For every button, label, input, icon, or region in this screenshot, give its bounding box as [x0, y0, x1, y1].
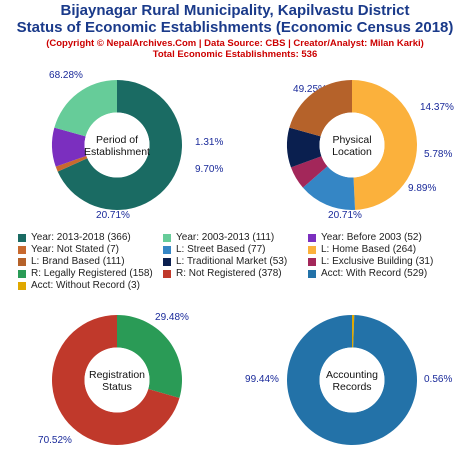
legend-swatch — [308, 246, 316, 254]
center-label-2-1: Status — [102, 381, 132, 393]
legend-label: Year: 2013-2018 (366) — [31, 232, 131, 243]
legend-row: R: Legally Registered (158) R: Not Regist… — [18, 268, 468, 280]
center-label-1-0: Physical — [332, 134, 371, 146]
legend-label: R: Legally Registered (158) — [31, 268, 153, 279]
slice-label-1-0: 49.25% — [293, 84, 327, 95]
legend-label: L: Brand Based (111) — [31, 256, 125, 267]
slice-1-1 — [302, 166, 356, 210]
legend-swatch — [18, 234, 26, 242]
legend-item: Year: Not Stated (7) — [18, 244, 163, 256]
donut-hole-3 — [319, 347, 385, 413]
slice-2-1 — [52, 315, 180, 445]
donut-hole-1 — [319, 112, 385, 178]
slice-label-0-3: 20.71% — [96, 210, 130, 221]
legend-item: Year: 2013-2018 (366) — [18, 232, 163, 244]
slice-0-3 — [54, 80, 117, 137]
slice-0-1 — [55, 155, 88, 172]
legend-row: Year: Not Stated (7) L: Street Based (77)… — [18, 244, 468, 256]
legend-row: Acct: Without Record (3) — [18, 280, 468, 292]
slice-1-2 — [290, 156, 328, 188]
legend-label: L: Home Based (264) — [321, 244, 417, 255]
slice-label-3-0: 0.56% — [424, 374, 452, 385]
legend-item: R: Legally Registered (158) — [18, 268, 163, 280]
legend-label: Acct: With Record (529) — [321, 268, 428, 279]
legend-swatch — [308, 234, 316, 242]
legend: Year: 2013-2018 (366) Year: 2003-2013 (11… — [18, 232, 468, 292]
donut-hole-2 — [84, 347, 150, 413]
chart-title-line2: Status of Economic Establishments (Econo… — [16, 19, 454, 36]
legend-swatch — [18, 270, 26, 278]
center-label-2-0: Registration — [89, 369, 145, 381]
legend-swatch — [308, 270, 316, 278]
legend-label: L: Traditional Market (53) — [176, 256, 288, 267]
legend-item: L: Traditional Market (53) — [163, 256, 308, 268]
copyright-note: (Copyright © NepalArchives.Com | Data So… — [46, 38, 424, 49]
center-label-1-1: Location — [332, 146, 372, 158]
donut-hole-0 — [84, 112, 150, 178]
legend-swatch — [308, 258, 316, 266]
legend-row: L: Brand Based (111) L: Traditional Marke… — [18, 256, 468, 268]
legend-label: Year: Not Stated (7) — [31, 244, 120, 255]
slice-label-0-0: 68.28% — [49, 70, 83, 81]
legend-label: Acct: Without Record (3) — [31, 280, 140, 291]
center-label-3-0: Accounting — [326, 369, 378, 381]
legend-swatch — [163, 246, 171, 254]
legend-item: L: Home Based (264) — [308, 244, 453, 256]
legend-item: Year: Before 2003 (52) — [308, 232, 453, 244]
center-label-0-1: Establishment — [84, 146, 150, 158]
legend-label: L: Street Based (77) — [176, 244, 266, 255]
legend-label: R: Not Registered (378) — [176, 268, 282, 279]
slice-label-0-2: 9.70% — [195, 164, 223, 175]
slice-0-0 — [57, 80, 182, 210]
slice-label-2-0: 29.48% — [155, 312, 189, 323]
center-label-3-1: Records — [332, 381, 371, 393]
slice-0-2 — [52, 127, 87, 167]
legend-item: L: Street Based (77) — [163, 244, 308, 256]
slice-label-1-2: 5.78% — [424, 149, 452, 160]
legend-label: L: Exclusive Building (31) — [321, 256, 434, 267]
legend-swatch — [163, 258, 171, 266]
slice-label-1-4: 20.71% — [328, 210, 362, 221]
legend-swatch — [163, 234, 171, 242]
legend-swatch — [163, 270, 171, 278]
slice-3-0 — [352, 315, 355, 348]
legend-item: L: Exclusive Building (31) — [308, 256, 453, 268]
slice-label-2-1: 70.52% — [38, 435, 72, 446]
slice-label-1-3: 9.89% — [408, 183, 436, 194]
slice-label-3-1: 99.44% — [245, 374, 279, 385]
legend-item: Year: 2003-2013 (111) — [163, 232, 308, 244]
center-label-0-0: Period of — [96, 134, 138, 146]
chart-title-line1: Bijaynagar Rural Municipality, Kapilvast… — [60, 2, 410, 19]
slice-label-1-1: 14.37% — [420, 102, 454, 113]
legend-label: Year: 2003-2013 (111) — [176, 232, 275, 243]
slice-label-0-1: 1.31% — [195, 137, 223, 148]
legend-swatch — [18, 258, 26, 266]
slice-3-1 — [286, 315, 417, 446]
total-establishments: Total Economic Establishments: 536 — [152, 49, 318, 60]
slice-2-0 — [117, 315, 183, 399]
slice-1-3 — [287, 127, 322, 168]
legend-item: Acct: With Record (529) — [308, 268, 453, 280]
legend-item: Acct: Without Record (3) — [18, 280, 163, 292]
legend-item: L: Brand Based (111) — [18, 256, 163, 268]
legend-row: Year: 2013-2018 (366) Year: 2003-2013 (11… — [18, 232, 468, 244]
legend-swatch — [18, 282, 26, 290]
legend-item: R: Not Registered (378) — [163, 268, 308, 280]
legend-swatch — [18, 246, 26, 254]
slice-1-4 — [289, 80, 352, 137]
legend-label: Year: Before 2003 (52) — [321, 232, 422, 243]
